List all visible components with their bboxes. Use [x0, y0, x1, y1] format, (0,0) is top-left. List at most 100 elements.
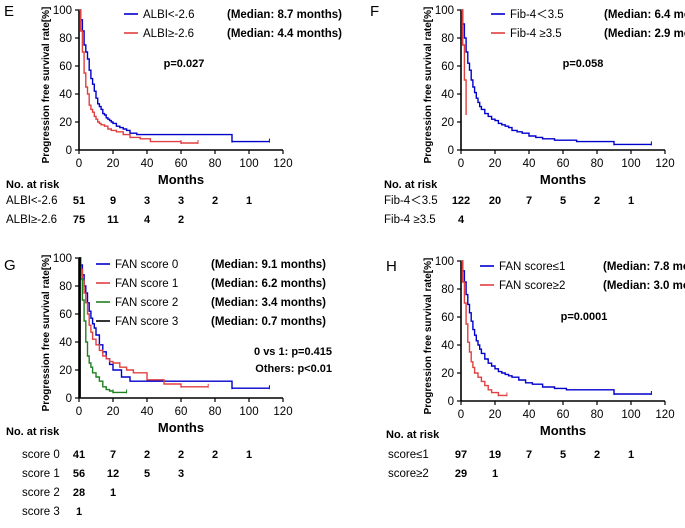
panel-g-risk-count: 2 — [178, 449, 184, 461]
panel-h-legend-median: (Median: 7.8 months) — [603, 261, 685, 273]
panel-h-x-tick-label: 60 — [557, 409, 570, 421]
panel-h-group: H Progression free survival rate[%] 0 20 40 6… — [386, 256, 685, 480]
panel-f-y-axis-label: Progression free survival rate[%] — [423, 7, 434, 164]
panel-h-y-tick-label: 0 — [448, 396, 454, 408]
panel-g-x-tick-label: 20 — [107, 406, 120, 418]
panel-e-risk-count: 2 — [212, 195, 218, 207]
panel-g-legend-label: FAN score 2 — [115, 297, 178, 309]
panel-g-x-tick-label: 120 — [273, 406, 292, 418]
panel-e-legend-median: (Median: 4.4 months) — [227, 28, 342, 40]
panel-h-y-tick-label: 60 — [441, 312, 454, 324]
panel-g-risk-count: 2 — [212, 449, 218, 461]
panel-f-risk-count: 1 — [628, 195, 634, 207]
panel-f-risk-count: 4 — [458, 214, 465, 226]
panel-g-p-value: 0 vs 1: p=0.415 — [254, 346, 332, 358]
panel-e-y-tick-label: 0 — [66, 145, 72, 157]
panel-f-x-tick-label: 0 — [458, 158, 464, 170]
panel-e-x-tick-label: 0 — [76, 158, 82, 170]
panel-e-y-tick-label: 60 — [59, 61, 72, 73]
panel-g-risk-count: 1 — [110, 487, 116, 499]
panel-f-y-tick-label: 60 — [441, 61, 454, 73]
panel-h-y-tick-label: 80 — [441, 284, 454, 296]
panel-e-risk-count: 51 — [73, 195, 85, 207]
panel-f-group: F Progression free survival rate[%] 020406… — [370, 3, 685, 226]
panel-e-risk-count: 9 — [110, 195, 116, 207]
panel-e-risk-count: 11 — [107, 214, 119, 226]
panel-h-legend-label: FAN score≥2 — [499, 280, 565, 292]
panel-e-risk-label: ALBI<-2.6 — [6, 195, 57, 207]
panel-g-x-tick-label: 40 — [141, 406, 154, 418]
panel-h-p-value: p=0.0001 — [561, 311, 608, 323]
panel-f-risk-count: 2 — [594, 195, 600, 207]
panel-g-risk-label: score 0 — [22, 449, 60, 461]
panel-h-y-tick-label: 40 — [441, 340, 454, 352]
panel-f-x-tick-label: 40 — [523, 158, 536, 170]
panel-e-letter: E — [4, 3, 14, 20]
panel-g-risk-count: 3 — [178, 468, 184, 480]
panel-h-series-2-curve — [461, 260, 507, 397]
panel-g-y-tick-label: 0 — [66, 393, 72, 405]
panel-g-risk-count: 2 — [144, 449, 150, 461]
panel-f-risk-count: 5 — [560, 195, 566, 207]
panel-g-x-tick-label: 80 — [209, 406, 222, 418]
panel-g-legend-label: FAN score 0 — [115, 259, 178, 271]
panel-e-legend-label: ALBI<-2.6 — [143, 9, 194, 21]
panel-f-x-tick-label: 20 — [489, 158, 502, 170]
panel-f-x-axis-label: Months — [540, 172, 586, 187]
panel-e-x-tick-label: 80 — [209, 158, 222, 170]
panel-g-x-tick-label: 0 — [76, 406, 82, 418]
panel-g-letter: G — [4, 257, 16, 274]
panel-f-x-tick-label: 120 — [655, 158, 674, 170]
panel-g-y-tick-label: 40 — [59, 337, 72, 349]
panel-f-y-tick-label: 100 — [435, 5, 454, 17]
panel-g-risk-label: score 3 — [22, 506, 60, 518]
panel-g-risk-label: score 2 — [22, 487, 60, 499]
panel-e-series-2-curve — [79, 9, 198, 144]
panel-f-risk-count: 20 — [489, 195, 501, 207]
panel-g-y-tick-label: 20 — [59, 365, 72, 377]
panel-h-letter: H — [386, 258, 397, 275]
panel-g-risk-count: 5 — [144, 468, 150, 480]
panel-g-risk-count: 41 — [73, 449, 85, 461]
panel-h-risk-count: 7 — [526, 449, 532, 461]
panel-e-series-1-curve — [79, 9, 270, 143]
panel-h-x-axis-label: Months — [540, 423, 586, 438]
panel-h-x-tick-label: 20 — [489, 409, 502, 421]
panel-e-y-tick-label: 80 — [59, 33, 72, 45]
panel-g-x-axis-label: Months — [158, 420, 204, 435]
panel-f-series-1-curve — [461, 9, 652, 146]
panel-f-risk-count: 7 — [526, 195, 532, 207]
panel-e-x-tick-label: 100 — [239, 158, 258, 170]
panel-h-x-tick-label: 80 — [591, 409, 604, 421]
panel-e-p-value: p=0.027 — [164, 58, 205, 70]
panel-h-risk-label: score≤1 — [388, 449, 429, 461]
panel-g-risk-count: 1 — [76, 506, 82, 518]
panel-h-y-tick-label: 20 — [441, 368, 454, 380]
panel-h-x-tick-label: 40 — [523, 409, 536, 421]
panel-g-y-tick-label: 80 — [59, 281, 72, 293]
panel-f-risk-label: Fib-4＜3.5 — [384, 195, 438, 207]
panel-h-y-axis-label: Progression free survival rate[%] — [423, 258, 434, 415]
panel-g-series-2-curve — [79, 257, 209, 388]
panel-e-risk-count: 3 — [144, 195, 150, 207]
panel-f-x-tick-label: 60 — [557, 158, 570, 170]
panel-g-risk-label: score 1 — [22, 468, 60, 480]
panel-f-p-value: p=0.058 — [563, 58, 604, 70]
panel-h-risk-count: 1 — [628, 449, 634, 461]
panel-g-p-value: Others: p<0.01 — [255, 363, 332, 375]
panel-f-risk-count: 122 — [452, 195, 470, 207]
panel-g-risk-count: 12 — [107, 468, 119, 480]
panel-e-x-tick-label: 60 — [175, 158, 188, 170]
panel-h-risk-count: 5 — [560, 449, 566, 461]
panel-f-y-tick-label: 0 — [448, 145, 454, 157]
panel-h-risk-count: 29 — [455, 468, 467, 480]
panel-g-series-1-curve — [79, 257, 270, 389]
panel-h-x-tick-label: 120 — [655, 409, 674, 421]
panel-h-risk-count: 2 — [594, 449, 600, 461]
panel-e-group: E Progression free survival rate[%] 020406… — [4, 3, 342, 226]
panel-e-x-axis-label: Months — [158, 172, 204, 187]
panel-e-x-tick-label: 120 — [273, 158, 292, 170]
panel-e-risk-count: 75 — [73, 214, 85, 226]
panel-g-legend-label: FAN score 3 — [115, 316, 178, 328]
panel-g-series-3-curve — [79, 257, 127, 394]
